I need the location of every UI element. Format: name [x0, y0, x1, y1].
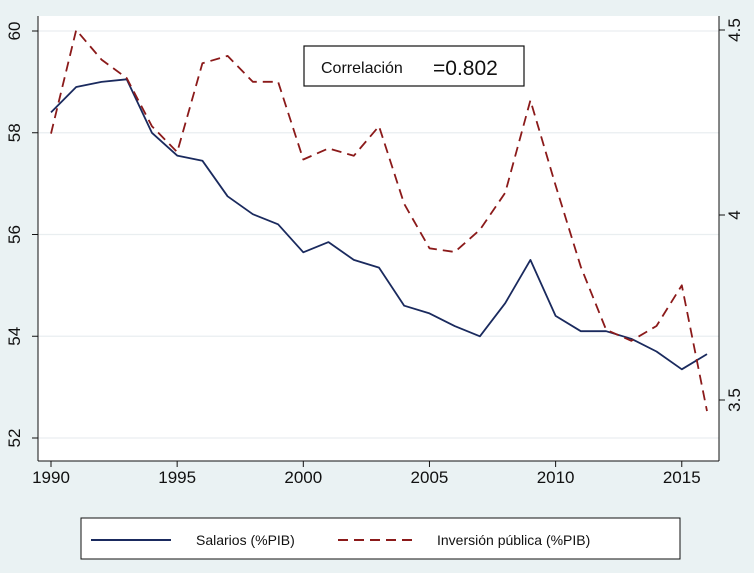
series-line-inversion — [50, 29, 708, 412]
correlation-value: =0.802 — [433, 57, 498, 80]
x-tick-label: 2000 — [284, 468, 322, 487]
legend-box — [80, 517, 681, 560]
legend: Salarios (%PIB) Inversión pública (%PIB) — [80, 517, 681, 560]
x-tick-label: 1990 — [32, 468, 70, 487]
y-right-tick-label: 4 — [725, 210, 744, 219]
correlation-box — [303, 45, 525, 87]
plot-area — [38, 16, 719, 461]
legend-label-salarios: Salarios (%PIB) — [196, 532, 295, 548]
y-right-tick-label: 3.5 — [725, 388, 744, 412]
x-tick-label: 2005 — [411, 468, 449, 487]
x-tick-label: 1995 — [158, 468, 196, 487]
y-right-tick-label: 4.5 — [725, 18, 744, 42]
axes: 52 54 56 58 60 3.5 4 4.5 1990 1995 2000 2005 2010 201… — [5, 16, 744, 487]
y-left-tick-label: 56 — [5, 225, 24, 244]
y-left-tick-label: 52 — [5, 429, 24, 448]
legend-label-inversion: Inversión pública (%PIB) — [437, 532, 590, 548]
y-left-tick-label: 60 — [5, 22, 24, 41]
x-tick-label: 2015 — [663, 468, 701, 487]
x-tick-label: 2010 — [537, 468, 575, 487]
correlation-annotation: Correlación =0.802 — [303, 45, 525, 87]
correlation-label: Correlación — [321, 60, 403, 77]
y-left-tick-label: 58 — [5, 123, 24, 142]
y-left-tick-label: 54 — [5, 327, 24, 346]
series-layer — [50, 29, 708, 412]
series-line-salarios — [50, 78, 708, 371]
